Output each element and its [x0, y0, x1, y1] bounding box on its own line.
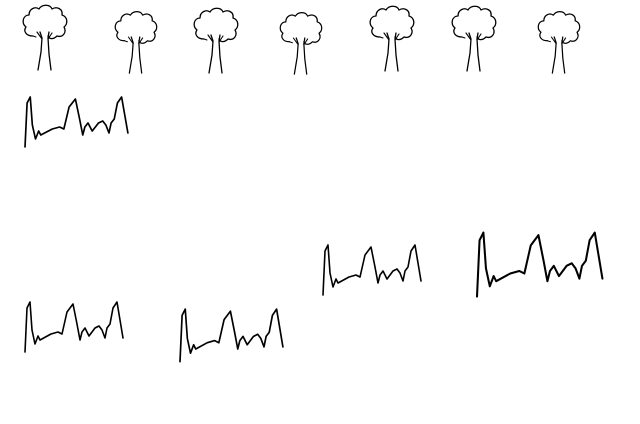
- tree-icon: [114, 10, 158, 74]
- tree-icon: [279, 11, 323, 75]
- grass-tuft-icon: [24, 301, 124, 353]
- grass-tuft-icon: [179, 308, 284, 363]
- tree-row: [22, 4, 581, 75]
- grass-field: [24, 96, 604, 363]
- tree-icon: [369, 5, 415, 72]
- tree-icon: [193, 7, 239, 74]
- grass-tuft-icon: [475, 231, 604, 298]
- tree-icon: [22, 4, 68, 71]
- tree-icon: [537, 10, 581, 74]
- grass-tuft-icon: [322, 244, 422, 296]
- tree-icon: [451, 5, 497, 72]
- grass-tuft-icon: [24, 96, 129, 148]
